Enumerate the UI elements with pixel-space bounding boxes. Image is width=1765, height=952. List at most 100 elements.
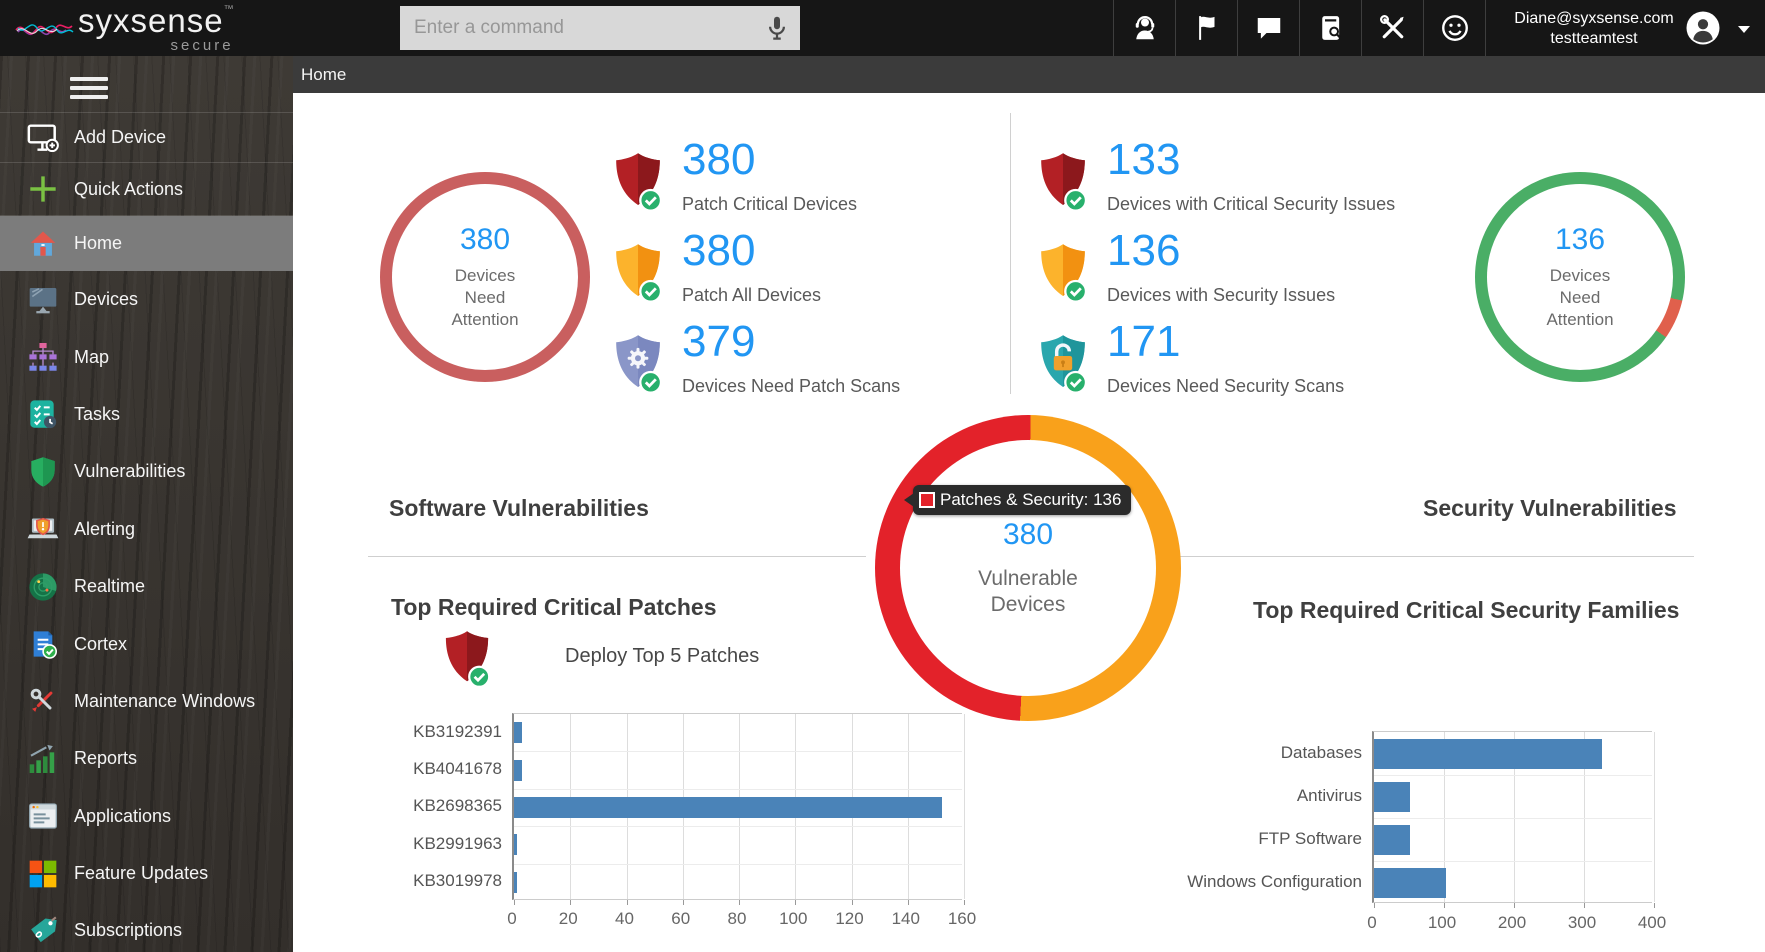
deploy-shield-icon[interactable]: [440, 629, 494, 689]
sidebar-item-subscriptions[interactable]: Subscriptions: [0, 902, 293, 952]
home-icon: [26, 227, 60, 261]
logo-waves-icon: [15, 23, 74, 35]
flag-button[interactable]: [1175, 0, 1237, 56]
logo-title: syxsense: [78, 2, 224, 39]
category-label: KB2991963: [413, 833, 502, 853]
axis-tick: [1514, 903, 1515, 908]
user-menu[interactable]: Diane@syxsense.com testteamtest: [1485, 0, 1765, 56]
sidebar-item-alerting[interactable]: Alerting: [0, 501, 293, 558]
sidebar-item-reports[interactable]: Reports: [0, 730, 293, 787]
tick-label: 100: [1427, 913, 1457, 932]
critical-patches-chart: 0 20 40 60 80 100 120 140 160 KB3192391 KB4041678 K…: [368, 706, 988, 941]
stat-value: 380: [682, 226, 756, 275]
axis-tick: [570, 900, 572, 905]
stat-label: Devices Need Security Scans: [1107, 375, 1345, 396]
row-separator: [514, 826, 962, 828]
microphone-icon[interactable]: [762, 13, 792, 43]
row-separator: [514, 863, 962, 865]
bar-windows-configuration[interactable]: [1374, 867, 1447, 898]
sidebar-item-vulnerabilities[interactable]: Vulnerabilities: [0, 443, 293, 500]
stat-value: 136: [1107, 226, 1181, 275]
sidebar-item-applications[interactable]: Applications: [0, 788, 293, 845]
security-attention-gauge[interactable]: 136 Devices Need Attention: [1475, 172, 1685, 382]
gauge-value: 380: [459, 222, 511, 256]
chat-icon: [1254, 13, 1284, 43]
stat-devices-with-critical-security-issues[interactable]: 133 Devices with Critical Security Issues: [1035, 135, 1395, 215]
donut-value: 380: [1002, 517, 1054, 551]
realtime-icon: [26, 570, 60, 604]
stat-patch-critical-devices[interactable]: 380 Patch Critical Devices: [610, 135, 857, 215]
breadcrumb[interactable]: Home: [301, 64, 347, 84]
sidebar-item-label: Vulnerabilities: [74, 461, 186, 482]
shield-lock-icon: [1035, 333, 1091, 395]
vulnerabilities-icon: [26, 455, 60, 489]
stat-value: 133: [1107, 135, 1181, 184]
category-label: KB3019978: [413, 871, 502, 891]
category-label: KB3192391: [413, 721, 502, 741]
gauge-label: Devices Need Attention: [451, 265, 519, 330]
bar-ftp-software[interactable]: [1374, 824, 1411, 855]
patch-attention-gauge[interactable]: 380 Devices Need Attention: [380, 172, 590, 382]
feature-updates-icon: [26, 857, 60, 891]
command-input[interactable]: [400, 6, 762, 50]
sidebar-item-maintenance-windows[interactable]: Maintenance Windows: [0, 673, 293, 730]
bar-kb3192391[interactable]: [514, 722, 523, 744]
sidebar-item-feature-updates[interactable]: Feature Updates: [0, 845, 293, 902]
bar-kb2698365[interactable]: [514, 797, 942, 818]
applications-icon: [26, 799, 60, 833]
menu-icon[interactable]: [70, 77, 108, 100]
vulnerable-devices-donut[interactable]: 380 Vulnerable Devices: [875, 415, 1181, 721]
sidebar-item-cortex[interactable]: Cortex: [0, 615, 293, 672]
row-separator: [1374, 861, 1652, 862]
shield-warning-icon: [1035, 242, 1091, 304]
sidebar-item-quick-actions[interactable]: Quick Actions: [0, 163, 293, 216]
sidebar-item-add-device[interactable]: Add Device: [0, 112, 293, 163]
feedback-button[interactable]: [1423, 0, 1485, 56]
stat-value: 379: [682, 317, 756, 366]
sidebar-item-devices[interactable]: Devices: [0, 271, 293, 328]
stat-devices-need-patch-scans[interactable]: 379 Devices Need Patch Scans: [610, 317, 900, 397]
avatar-icon[interactable]: [1685, 10, 1721, 46]
dashboard: 380 Devices Need Attention 380 Patch Crit…: [293, 93, 1765, 952]
bar-kb4041678[interactable]: [514, 759, 523, 781]
sidebar-item-label: Map: [74, 346, 110, 367]
axis-tick: [964, 900, 965, 905]
support-button[interactable]: [1113, 0, 1175, 56]
subscriptions-icon: [26, 914, 60, 948]
stat-patch-all-devices[interactable]: 380 Patch All Devices: [610, 226, 821, 306]
sidebar: Add Device Quick Actions Home Devices Map Tas…: [0, 56, 293, 952]
alerting-icon: [26, 512, 60, 546]
axis-tick: [626, 900, 628, 905]
bar-kb2991963[interactable]: [514, 834, 517, 856]
sidebar-item-label: Subscriptions: [74, 920, 183, 941]
axis-tick: [739, 900, 740, 905]
stat-devices-with-security-issues[interactable]: 136 Devices with Security Issues: [1035, 226, 1335, 306]
sidebar-item-map[interactable]: Map: [0, 328, 293, 385]
sidebar-item-tasks[interactable]: Tasks: [0, 386, 293, 443]
axis-tick: [1444, 903, 1445, 908]
bar-databases[interactable]: [1374, 738, 1602, 769]
stat-devices-need-security-scans[interactable]: 171 Devices Need Security Scans: [1035, 317, 1344, 397]
quick-actions-icon: [26, 172, 60, 206]
shield-critical-icon: [610, 151, 666, 213]
sidebar-item-realtime[interactable]: Realtime: [0, 558, 293, 615]
bar-kb3019978[interactable]: [514, 871, 517, 893]
audit-log-button[interactable]: [1299, 0, 1361, 56]
chat-button[interactable]: [1237, 0, 1299, 56]
tools-button[interactable]: [1361, 0, 1423, 56]
shield-critical-icon: [1035, 151, 1091, 213]
row-separator: [514, 751, 962, 753]
bar-antivirus[interactable]: [1374, 781, 1411, 812]
sidebar-item-label: Cortex: [74, 633, 128, 654]
category-label: Antivirus: [1296, 785, 1362, 805]
plot-area: [1372, 731, 1655, 908]
sidebar-item-label: Feature Updates: [74, 863, 209, 884]
patches-chart-title: Top Required Critical Patches: [391, 594, 717, 620]
sidebar-item-label: Tasks: [74, 403, 121, 424]
sidebar-item-label: Maintenance Windows: [74, 690, 256, 711]
deploy-top-patches-button[interactable]: Deploy Top 5 Patches: [565, 645, 760, 667]
tasks-icon: [26, 397, 60, 431]
tick-label: 0: [507, 909, 517, 928]
chevron-down-icon[interactable]: [1738, 26, 1750, 33]
sidebar-item-home[interactable]: Home: [0, 216, 293, 271]
